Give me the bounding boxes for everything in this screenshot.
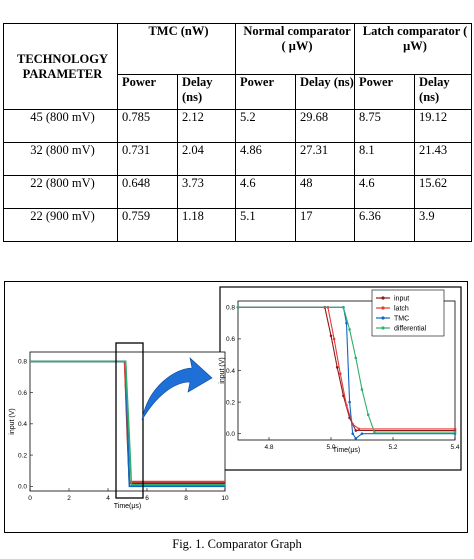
cell-technology: 22 (800 mV) (3, 175, 118, 209)
header-power: Power (235, 74, 297, 110)
cell-tmc-delay: 1.18 (176, 208, 237, 242)
header-power: Power (354, 74, 416, 110)
cell-normal-delay: 27.31 (295, 142, 356, 176)
cell-tmc-delay: 2.04 (176, 142, 237, 176)
cell-normal-power: 5.1 (235, 208, 297, 242)
cell-tmc-power: 0.759 (117, 208, 178, 242)
cell-normal-delay: 29.68 (295, 109, 356, 143)
cell-tmc-power: 0.648 (117, 175, 178, 209)
cell-latch-delay: 15.62 (414, 175, 473, 209)
header-latch-comparator: Latch comparator ( μW) (354, 23, 473, 75)
table-row: 22 (800 mV) 0.648 3.73 4.6 48 4.6 15.62 (3, 175, 473, 209)
cell-latch-power: 8.75 (354, 109, 416, 143)
cell-technology: 22 (900 mV) (3, 208, 118, 242)
cell-latch-power: 8.1 (354, 142, 416, 176)
figure-frame (4, 281, 468, 533)
header-delay: Delay (ns) (176, 74, 237, 110)
figure-caption: Fig. 1. Comparator Graph (172, 537, 302, 551)
header-delay: Delay (ns) (295, 74, 356, 110)
cell-technology: 45 (800 mV) (3, 109, 118, 143)
cell-normal-delay: 17 (295, 208, 356, 242)
comparison-table: TECHNOLOGY PARAMETER TMC (nW) Normal com… (3, 23, 473, 242)
header-technology: TECHNOLOGY PARAMETER (3, 23, 118, 110)
cell-tmc-power: 0.785 (117, 109, 178, 143)
cell-technology: 32 (800 mV) (3, 142, 118, 176)
cell-latch-power: 6.36 (354, 208, 416, 242)
cell-tmc-delay: 3.73 (176, 175, 237, 209)
cell-normal-delay: 48 (295, 175, 356, 209)
cell-normal-power: 4.86 (235, 142, 297, 176)
cell-normal-power: 5.2 (235, 109, 297, 143)
cell-latch-power: 4.6 (354, 175, 416, 209)
table-row: 45 (800 mV) 0.785 2.12 5.2 29.68 8.75 19… (3, 109, 473, 143)
header-delay: Delay (ns) (414, 74, 473, 110)
cell-latch-delay: 19.12 (414, 109, 473, 143)
cell-latch-delay: 21.43 (414, 142, 473, 176)
cell-normal-power: 4.6 (235, 175, 297, 209)
table-row: 22 (900 mV) 0.759 1.18 5.1 17 6.36 3.9 (3, 208, 473, 242)
cell-tmc-delay: 2.12 (176, 109, 237, 143)
header-normal-comparator: Normal comparator ( μW) (235, 23, 356, 75)
header-tmc: TMC (nW) (116, 23, 237, 75)
cell-tmc-power: 0.731 (117, 142, 178, 176)
table-row: 32 (800 mV) 0.731 2.04 4.86 27.31 8.1 21… (3, 142, 473, 176)
header-power: Power (117, 74, 178, 110)
cell-latch-delay: 3.9 (414, 208, 473, 242)
